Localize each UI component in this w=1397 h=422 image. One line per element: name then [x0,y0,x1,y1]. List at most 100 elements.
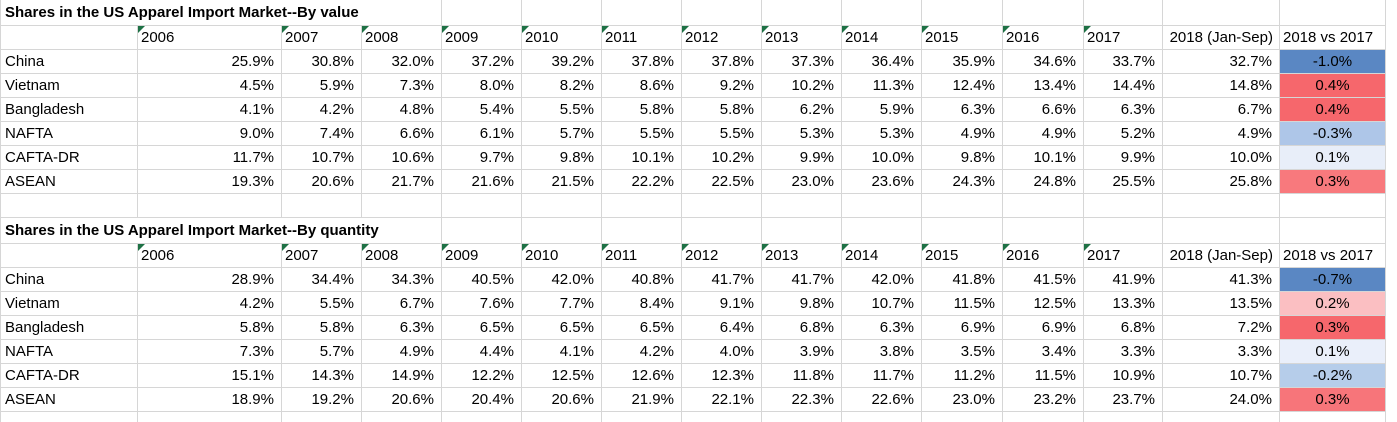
value-cell[interactable]: 22.5% [682,170,762,194]
row-label[interactable]: Bangladesh [1,98,138,122]
value-cell[interactable]: 3.3% [1084,340,1163,364]
empty-cell[interactable] [922,412,1003,422]
value-cell[interactable]: 11.5% [1003,364,1084,388]
value-cell[interactable]: 5.3% [762,122,842,146]
value-cell[interactable]: 21.6% [442,170,522,194]
value-cell[interactable]: 34.4% [282,268,362,292]
delta-cell[interactable]: 0.3% [1280,316,1386,340]
value-cell[interactable]: 4.5% [138,74,282,98]
empty-cell[interactable] [1003,412,1084,422]
value-cell[interactable]: 8.0% [442,74,522,98]
column-header-2014[interactable]: 2014 [842,26,922,50]
value-cell[interactable]: 22.3% [762,388,842,412]
value-cell[interactable]: 35.9% [922,50,1003,74]
value-cell[interactable]: 14.3% [282,364,362,388]
delta-cell[interactable]: -0.2% [1280,364,1386,388]
empty-cell[interactable] [442,0,522,26]
value-cell[interactable]: 6.3% [842,316,922,340]
value-cell[interactable]: 19.2% [282,388,362,412]
value-cell[interactable]: 34.6% [1003,50,1084,74]
value-cell[interactable]: 41.5% [1003,268,1084,292]
value-cell[interactable]: 5.9% [282,74,362,98]
row-label[interactable]: Vietnam [1,292,138,316]
value-cell[interactable]: 11.3% [842,74,922,98]
value-cell[interactable]: 14.8% [1163,74,1280,98]
row-label[interactable]: China [1,268,138,292]
value-cell[interactable]: 10.7% [282,146,362,170]
value-cell[interactable]: 41.9% [1084,268,1163,292]
value-cell[interactable]: 11.7% [842,364,922,388]
empty-cell[interactable] [842,218,922,244]
value-cell[interactable]: 3.8% [842,340,922,364]
value-cell[interactable]: 22.6% [842,388,922,412]
value-cell[interactable]: 3.9% [762,340,842,364]
value-cell[interactable]: 20.6% [282,170,362,194]
value-cell[interactable]: 12.5% [1003,292,1084,316]
empty-cell[interactable] [1003,0,1084,26]
empty-cell[interactable] [522,194,602,218]
value-cell[interactable]: 10.1% [602,146,682,170]
value-cell[interactable]: 6.8% [762,316,842,340]
value-cell[interactable]: 8.6% [602,74,682,98]
row-label[interactable]: ASEAN [1,170,138,194]
value-cell[interactable]: 22.2% [602,170,682,194]
row-label[interactable]: NAFTA [1,340,138,364]
value-cell[interactable]: 3.3% [1163,340,1280,364]
value-cell[interactable]: 9.2% [682,74,762,98]
column-header-2018-jan-sep-[interactable]: 2018 (Jan-Sep) [1163,26,1280,50]
empty-cell[interactable] [682,412,762,422]
empty-cell[interactable] [682,218,762,244]
empty-cell[interactable] [602,412,682,422]
empty-cell[interactable] [1084,194,1163,218]
value-cell[interactable]: 4.9% [1163,122,1280,146]
column-header-2017[interactable]: 2017 [1084,244,1163,268]
value-cell[interactable]: 24.3% [922,170,1003,194]
value-cell[interactable]: 10.9% [1084,364,1163,388]
empty-cell[interactable] [1163,194,1280,218]
empty-cell[interactable] [138,412,282,422]
header-spacer-cell[interactable] [1,26,138,50]
column-header-2010[interactable]: 2010 [522,26,602,50]
value-cell[interactable]: 10.6% [362,146,442,170]
value-cell[interactable]: 5.5% [682,122,762,146]
empty-cell[interactable] [1084,0,1163,26]
value-cell[interactable]: 9.1% [682,292,762,316]
column-header-2006[interactable]: 2006 [138,26,282,50]
value-cell[interactable]: 6.8% [1084,316,1163,340]
row-label[interactable]: NAFTA [1,122,138,146]
empty-cell[interactable] [442,218,522,244]
empty-cell[interactable] [1003,194,1084,218]
column-header-2014[interactable]: 2014 [842,244,922,268]
empty-cell[interactable] [922,194,1003,218]
value-cell[interactable]: 25.5% [1084,170,1163,194]
value-cell[interactable]: 10.0% [842,146,922,170]
value-cell[interactable]: 6.5% [442,316,522,340]
value-cell[interactable]: 7.6% [442,292,522,316]
value-cell[interactable]: 3.4% [1003,340,1084,364]
value-cell[interactable]: 22.1% [682,388,762,412]
value-cell[interactable]: 37.8% [602,50,682,74]
empty-cell[interactable] [362,194,442,218]
value-cell[interactable]: 32.0% [362,50,442,74]
value-cell[interactable]: 12.5% [522,364,602,388]
value-cell[interactable]: 4.9% [362,340,442,364]
value-cell[interactable]: 12.4% [922,74,1003,98]
header-spacer-cell[interactable] [1,244,138,268]
value-cell[interactable]: 6.2% [762,98,842,122]
value-cell[interactable]: 32.7% [1163,50,1280,74]
empty-cell[interactable] [1084,412,1163,422]
empty-cell[interactable] [762,194,842,218]
empty-cell[interactable] [362,412,442,422]
value-cell[interactable]: 6.9% [1003,316,1084,340]
column-header-2011[interactable]: 2011 [602,244,682,268]
empty-cell[interactable] [602,0,682,26]
value-cell[interactable]: 6.1% [442,122,522,146]
value-cell[interactable]: 23.0% [762,170,842,194]
delta-cell[interactable]: 0.4% [1280,98,1386,122]
value-cell[interactable]: 13.5% [1163,292,1280,316]
value-cell[interactable]: 5.7% [522,122,602,146]
column-header-2016[interactable]: 2016 [1003,244,1084,268]
value-cell[interactable]: 9.8% [762,292,842,316]
value-cell[interactable]: 40.5% [442,268,522,292]
empty-cell[interactable] [138,194,282,218]
